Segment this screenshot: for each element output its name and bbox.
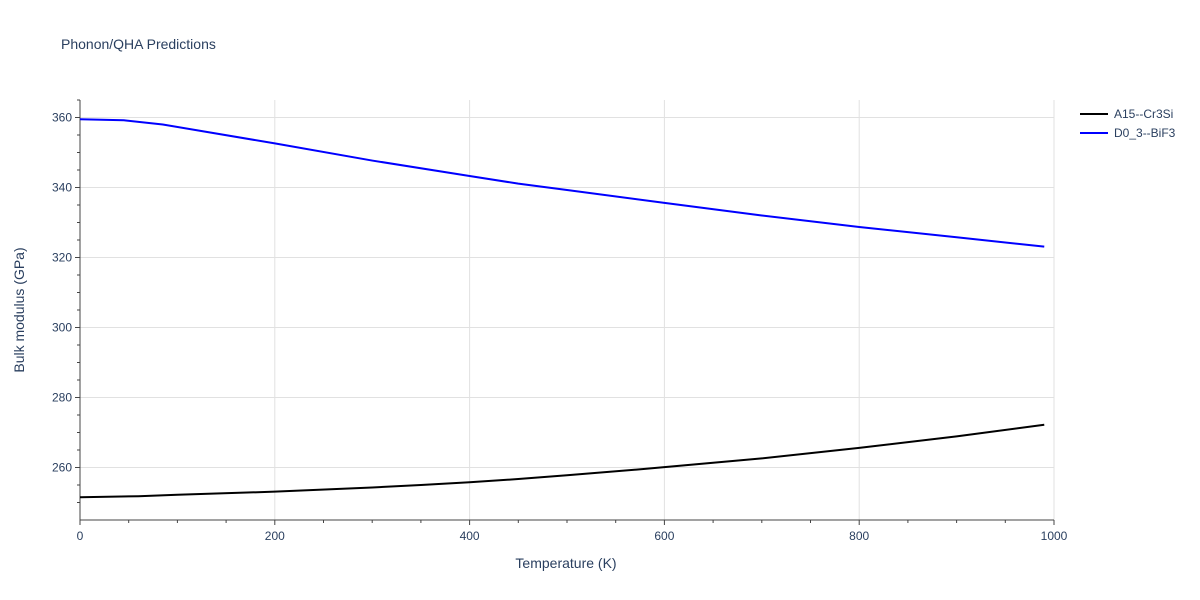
series-line-1 — [79, 423, 1045, 499]
x-tick-label: 800 — [849, 529, 869, 543]
y-tick-label: 340 — [52, 181, 72, 195]
y-tick-label: 360 — [52, 111, 72, 125]
grid-lines — [80, 100, 1055, 520]
x-tick-label: 400 — [460, 529, 480, 543]
tick-labels: 0 200 400 600 800 1000 260 280 300 320 340 360 — [52, 111, 1068, 544]
legend-label-1: A15--Cr3Si — [1114, 107, 1173, 121]
x-tick-label: 600 — [654, 529, 674, 543]
x-tick-label: 0 — [77, 529, 84, 543]
y-tick-label: 300 — [52, 321, 72, 335]
x-axis-label: Temperature (K) — [515, 555, 616, 571]
legend-label-2: D0_3--BiF3 — [1114, 126, 1176, 140]
y-tick-label: 280 — [52, 391, 72, 405]
legend: A15--Cr3Si D0_3--BiF3 — [1080, 107, 1176, 140]
y-tick-label: 260 — [52, 461, 72, 475]
x-tick-label: 1000 — [1041, 529, 1068, 543]
series-lines — [79, 118, 1045, 499]
series-line-2 — [79, 118, 1045, 248]
y-tick-label: 320 — [52, 251, 72, 265]
chart-title: Phonon/QHA Predictions — [61, 36, 216, 52]
y-axis-label: Bulk modulus (GPa) — [11, 247, 27, 372]
x-tick-label: 200 — [265, 529, 285, 543]
axes — [75, 99, 1055, 525]
